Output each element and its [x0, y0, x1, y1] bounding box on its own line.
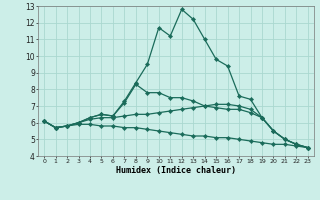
X-axis label: Humidex (Indice chaleur): Humidex (Indice chaleur): [116, 166, 236, 175]
